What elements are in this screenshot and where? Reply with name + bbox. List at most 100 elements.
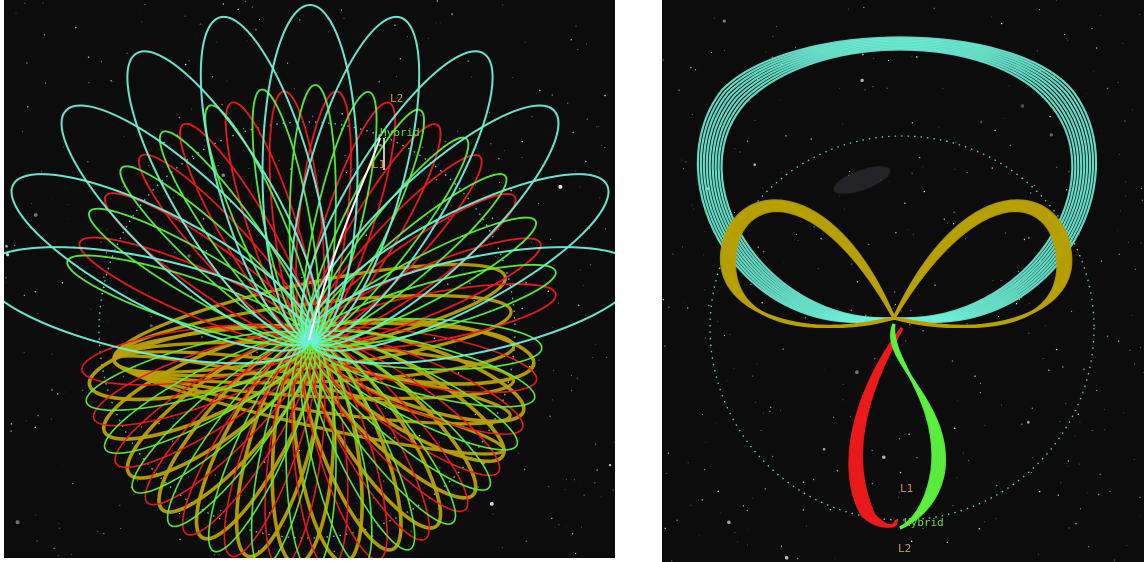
star <box>601 183 603 185</box>
red-orbit-group <box>848 327 904 528</box>
star <box>583 284 584 286</box>
star <box>894 291 896 293</box>
star <box>187 476 189 478</box>
star <box>220 510 222 512</box>
star <box>810 138 812 140</box>
star <box>1030 192 1032 194</box>
star <box>962 452 964 454</box>
star <box>123 186 125 188</box>
star <box>250 353 252 356</box>
star <box>942 88 944 90</box>
star <box>855 370 859 374</box>
star <box>722 19 726 23</box>
star <box>755 401 756 403</box>
star <box>1048 369 1050 371</box>
star <box>141 21 143 23</box>
star <box>547 485 550 488</box>
star <box>992 280 994 282</box>
star <box>564 489 566 491</box>
star <box>467 385 469 387</box>
star <box>525 540 528 542</box>
star <box>829 508 832 511</box>
star <box>498 228 500 230</box>
star <box>608 463 612 467</box>
star <box>1003 117 1005 119</box>
star <box>734 148 736 150</box>
star <box>10 430 12 432</box>
star <box>139 12 140 14</box>
star <box>1038 490 1041 493</box>
star <box>849 416 851 418</box>
star <box>1042 358 1044 360</box>
star <box>87 161 89 163</box>
star <box>184 15 186 17</box>
star <box>911 172 913 175</box>
star <box>763 412 765 414</box>
star <box>344 154 346 156</box>
star <box>995 518 997 520</box>
star <box>662 59 664 61</box>
star <box>218 554 220 556</box>
star <box>780 545 783 547</box>
star <box>221 173 225 177</box>
star <box>672 253 674 255</box>
star <box>1060 482 1062 484</box>
star <box>984 521 985 523</box>
star <box>246 40 248 41</box>
star <box>785 135 787 137</box>
star <box>34 426 37 429</box>
star <box>197 241 199 243</box>
star <box>1031 407 1033 409</box>
star <box>739 151 741 153</box>
star <box>558 524 560 526</box>
star <box>552 326 554 328</box>
star <box>1077 413 1079 415</box>
star <box>1109 491 1111 492</box>
star <box>61 282 64 284</box>
star <box>503 150 505 152</box>
star <box>447 218 450 220</box>
star <box>695 69 697 71</box>
star <box>486 302 488 304</box>
star <box>1049 115 1051 118</box>
star <box>979 382 981 384</box>
star <box>1038 554 1039 556</box>
star <box>1113 559 1116 561</box>
star <box>184 400 186 403</box>
star <box>251 6 253 8</box>
star <box>909 323 911 326</box>
star <box>1026 420 1030 424</box>
star <box>1055 348 1058 351</box>
star <box>499 181 501 183</box>
star <box>1074 435 1076 437</box>
star <box>250 498 252 500</box>
orbit-plot-left: L2 Hybrid L1 <box>4 0 615 558</box>
star <box>477 486 479 488</box>
star <box>384 407 386 410</box>
star <box>912 233 915 236</box>
star <box>1100 15 1101 17</box>
star <box>173 418 175 420</box>
star <box>473 300 475 302</box>
star <box>469 282 471 284</box>
star <box>908 229 909 231</box>
star <box>1032 457 1034 459</box>
star <box>922 528 924 530</box>
star <box>52 197 53 199</box>
star <box>953 211 955 213</box>
star <box>1065 402 1067 405</box>
star <box>212 412 213 414</box>
star <box>579 481 580 483</box>
star <box>860 78 864 83</box>
star <box>704 230 705 232</box>
star <box>432 149 434 151</box>
star <box>747 529 748 531</box>
star <box>727 520 731 524</box>
star <box>112 81 114 83</box>
star <box>539 89 541 92</box>
star <box>107 321 109 322</box>
star <box>427 216 428 218</box>
star <box>911 55 913 57</box>
star <box>358 518 360 520</box>
star <box>434 402 435 404</box>
